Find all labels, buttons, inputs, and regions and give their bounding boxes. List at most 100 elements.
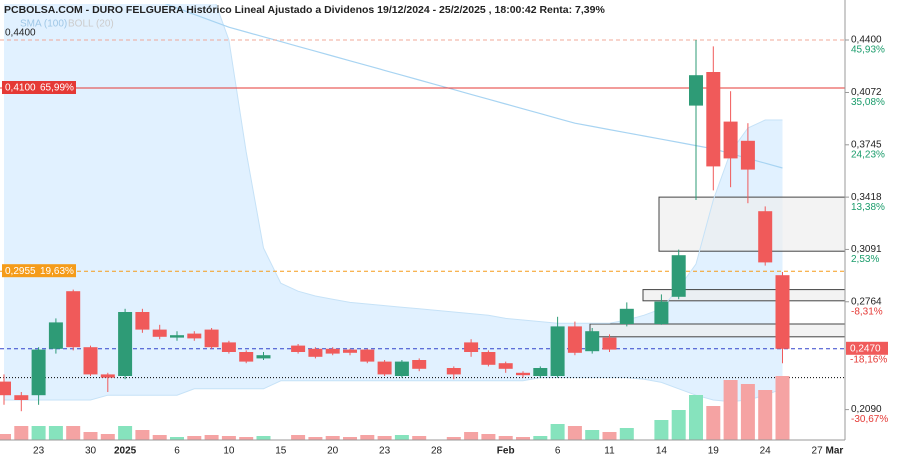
volume-bar (31, 426, 46, 440)
candle-body (100, 374, 115, 378)
candle-body (394, 361, 409, 376)
volume-bar (221, 436, 236, 440)
candle-body (152, 329, 167, 337)
volume-bar (204, 435, 219, 440)
candle-body (31, 349, 46, 396)
x-tick-label: Mar (826, 446, 844, 457)
volume-bar (66, 426, 81, 440)
x-tick-label: 30 (85, 446, 97, 457)
candle-body (464, 342, 479, 352)
candle-body (654, 301, 669, 324)
x-tick-label: 23 (379, 446, 391, 457)
chart-title: PCBOLSA.COM - DURO FELGUERA Histórico Li… (4, 4, 605, 16)
candle-body (619, 308, 634, 324)
volume-bar (360, 435, 375, 440)
left-price-label: 0,2955 (5, 266, 36, 277)
candle-body (671, 255, 686, 297)
volume-bar (723, 380, 738, 440)
left-pct-label: 65,99% (40, 83, 74, 94)
volume-bar (239, 437, 254, 440)
candle-body (567, 326, 582, 353)
candle-body (377, 361, 392, 375)
volume-bar (602, 432, 617, 440)
volume-bar (170, 437, 184, 440)
plot-area (0, 4, 845, 440)
volume-bar (291, 435, 306, 440)
y-tick-pct: 45,93% (851, 45, 885, 56)
candle-body (291, 345, 306, 352)
price-zone (658, 196, 845, 252)
price-zone (642, 289, 845, 302)
candle-body (239, 352, 254, 362)
legend-entry: SMA (100) (20, 19, 67, 30)
y-tick-pct: 24,23% (851, 149, 885, 160)
volume-bar (481, 434, 496, 440)
x-tick-label: 20 (327, 446, 339, 457)
left-pct-label: 19,63% (40, 266, 74, 277)
volume-bar (343, 437, 357, 440)
x-tick-label: Feb (497, 446, 515, 457)
current-price-badge (846, 341, 888, 355)
y-tick-label: 0,2090 (851, 404, 882, 415)
current-pct-label: -18,16% (850, 354, 887, 365)
candle-body (325, 348, 340, 354)
x-tick-label: 24 (760, 446, 772, 457)
volume-bar (308, 437, 323, 440)
candle-body (446, 368, 461, 375)
volume-bar (152, 435, 167, 440)
candle-body (602, 337, 617, 350)
candle-body (740, 140, 755, 170)
volume-bar (671, 410, 686, 440)
volume-bar (100, 434, 115, 440)
volume-bar (446, 437, 461, 440)
x-tick-label: 15 (275, 446, 287, 457)
candle-body (221, 342, 236, 352)
candle-body (135, 312, 150, 330)
y-tick-pct: 13,38% (851, 202, 885, 213)
x-tick-label: 28 (431, 446, 443, 457)
candle-body (66, 291, 81, 348)
y-tick-label: 0,4400 (851, 35, 882, 46)
candle-body (0, 381, 11, 396)
volume-bar (135, 430, 150, 440)
volume-bar (187, 436, 202, 440)
left-price-badge (2, 81, 76, 94)
volume-bar (498, 436, 513, 440)
candle-body (343, 349, 357, 353)
left-price-label: 0,4400 (5, 28, 36, 39)
left-price-badge (2, 264, 76, 278)
price-zone (589, 323, 845, 338)
volume-bar (533, 436, 548, 440)
volume-bar (0, 434, 11, 440)
candle-body (533, 368, 548, 376)
volume-bar (550, 424, 565, 440)
y-tick-pct: -30,67% (851, 414, 888, 425)
sma-line (164, 4, 783, 169)
volume-bar (654, 420, 669, 440)
volume-bar (567, 426, 582, 440)
x-tick-label: 11 (604, 446, 615, 457)
volume-bar (706, 406, 721, 440)
volume-bar (14, 426, 29, 440)
volume-bar (464, 432, 479, 440)
candle-body (758, 211, 773, 263)
x-tick-label: 27 (812, 446, 824, 457)
current-price-label: 0,2470 (850, 343, 881, 354)
y-tick-pct: -8,31% (851, 306, 883, 317)
x-tick-label: 14 (656, 446, 668, 457)
y-tick-label: 0,3745 (851, 139, 882, 150)
x-tick-label: 6 (555, 446, 561, 457)
volume-bar (516, 437, 530, 440)
candle-body (48, 322, 63, 349)
candle-body (204, 329, 219, 348)
candle-body (170, 335, 184, 338)
volume-bar (325, 436, 340, 440)
volume-bar (48, 426, 63, 440)
candle-body (308, 348, 323, 357)
volume-bar (740, 384, 755, 440)
boll-upper-line (215, 4, 783, 324)
volume-bar (377, 436, 392, 440)
legend-entry: BOLL (20) (68, 19, 114, 30)
x-tick-label: 10 (223, 446, 235, 457)
